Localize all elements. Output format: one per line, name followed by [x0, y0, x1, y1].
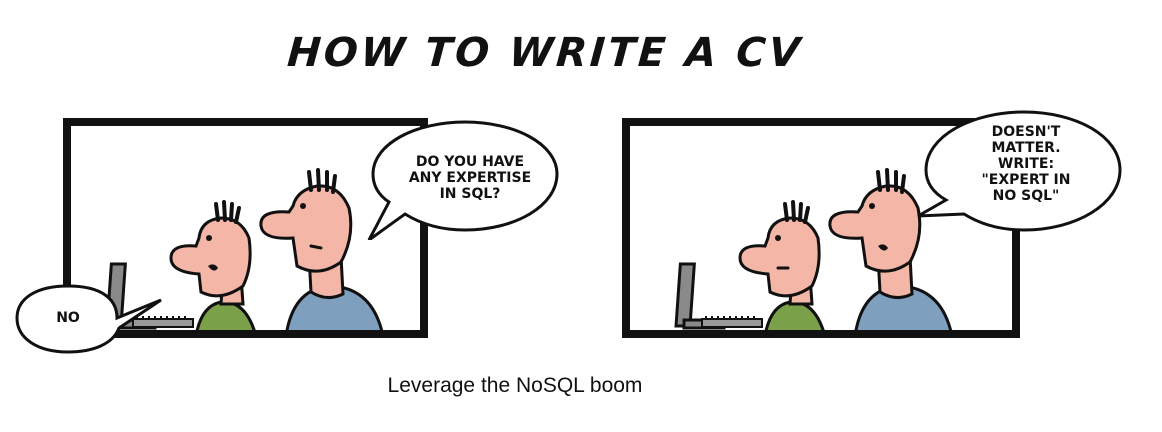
comic-caption: Leverage the NoSQL boom [387, 374, 643, 397]
speech-bubble-question: DO YOU HAVE ANY EXPERTISE IN SQL? [365, 118, 565, 240]
computer-monitor [674, 262, 763, 330]
panel-1-scene [105, 168, 384, 330]
man-blue-shirt [259, 168, 384, 330]
man-blue-shirt [828, 168, 953, 330]
panel-2-scene [674, 168, 953, 330]
comic-panel-1 [63, 118, 428, 338]
speech-bubble-no: NO [13, 280, 163, 356]
speech-text-question: DO YOU HAVE ANY EXPERTISE IN SQL? [408, 154, 532, 202]
speech-text-no: NO [56, 310, 80, 326]
speech-text-answer: DOESN'T MATTER. WRITE: "EXPERT IN NO SQL… [981, 124, 1071, 204]
man-green-shirt [738, 200, 825, 330]
speech-bubble-answer: DOESN'T MATTER. WRITE: "EXPERT IN NO SQL… [914, 108, 1126, 240]
comic-title: HOW TO WRITE A CV [285, 30, 805, 76]
man-green-shirt [169, 200, 256, 330]
